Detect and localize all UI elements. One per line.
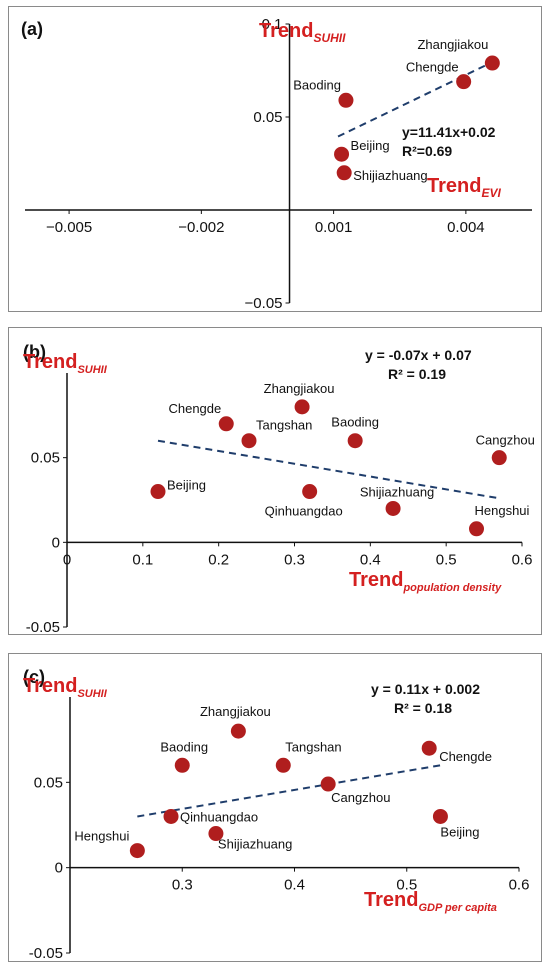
point-label-shijiazhuang: Shijiazhuang [218,837,292,852]
data-point-beijing [334,146,350,162]
data-point-shijiazhuang [208,826,224,842]
x-tick-label: 0.1 [132,551,153,568]
panel-label: (a) [21,19,43,39]
panel-a: −0.005 −0.002 0.001 0.004 −0.05 0.05 0.1 (a) Tre… [8,6,542,312]
point-label-zhangjiakou: Zhangjiakou [417,37,488,52]
panel-b: 0 0.1 0.2 0.3 0.4 0.5 0.6 -0.05 0 0.05 (b) TrendSUH… [8,327,542,636]
data-point-baoding [174,757,190,773]
point-label-hengshui: Hengshui [74,829,129,844]
data-point-beijing [150,484,166,500]
panel-label: (b) [23,342,46,362]
data-point-shijiazhuang [385,500,401,516]
x-tick-label: 0.3 [172,877,193,894]
data-point-tangshan [241,433,257,449]
y-axis-title: TrendSUHII [259,20,346,45]
equation-label: y = -0.07x + 0.07 [365,347,472,363]
data-point-tangshan [275,757,291,773]
x-tick-label: 0.004 [447,219,485,236]
x-tick-label: 0 [63,551,71,568]
x-tick-label: −0.002 [178,219,224,236]
point-label-beijing: Beijing [440,824,479,839]
y-tick-label: -0.05 [26,619,60,636]
data-point-baoding [338,92,354,108]
point-label-chengde: Chengde [439,749,492,764]
x-tick-label: 0.5 [436,551,457,568]
point-label-chengde: Chengde [168,401,221,416]
x-axis-title: TrendEVI [427,175,501,200]
x-tick-label: 0.2 [208,551,229,568]
data-point-baoding [347,433,363,449]
y-tick-label: 0 [55,860,63,877]
chart-b-svg: 0 0.1 0.2 0.3 0.4 0.5 0.6 -0.05 0 0.05 (b)TrendSUH… [23,342,535,636]
chart-a-svg: −0.005 −0.002 0.001 0.004 −0.05 0.05 0.1 (a) Tre… [21,16,532,312]
x-tick-label: 0.4 [360,551,381,568]
r-squared-label: R² = 0.19 [388,366,446,382]
x-axis-title: TrendGDP per capita [364,889,497,914]
x-tick-label: 0.6 [509,877,530,894]
x-tick-label: 0.4 [284,877,305,894]
point-label-shijiazhuang: Shijiazhuang [353,168,427,183]
data-point-chengde [421,740,437,756]
y-tick-label: -0.05 [29,945,63,962]
panel-label: (c) [23,667,45,687]
point-label-zhangjiakou: Zhangjiakou [200,704,271,719]
r-squared-label: R²=0.69 [402,143,452,159]
y-tick-label: 0.05 [34,774,63,791]
point-label-zhangjiakou: Zhangjiakou [264,381,335,396]
data-point-chengde [456,74,472,90]
y-axis-title: TrendSUHII [23,351,108,376]
point-label-beijing: Beijing [351,138,390,153]
y-axis-title: TrendSUHII [23,675,108,700]
point-label-qinhuangdao: Qinhuangdao [180,809,258,824]
point-label-baoding: Baoding [293,77,341,92]
point-label-cangzhou: Cangzhou [331,790,390,805]
equation-label: y=11.41x+0.02 [402,124,496,140]
x-tick-label: −0.005 [46,219,92,236]
trendline [337,61,493,138]
chart-c-svg: 0.3 0.4 0.5 0.6 -0.05 0 0.05 (c)TrendSUHII Trend… [23,667,530,962]
y-tick-label: 0.05 [31,450,60,467]
data-point-cangzhou [491,450,507,466]
point-label-tangshan: Tangshan [256,418,312,433]
r-squared-label: R² = 0.18 [394,700,452,716]
point-label-cangzhou: Cangzhou [476,433,535,448]
point-label-baoding: Baoding [331,415,379,430]
data-point-zhangjiakou [230,723,246,739]
equation-label: y = 0.11x + 0.002 [371,681,480,697]
data-point-chengde [218,416,234,432]
data-point-qinhuangdao [163,808,179,824]
trendline [137,764,441,818]
point-label-qinhuangdao: Qinhuangdao [265,504,343,519]
point-label-beijing: Beijing [167,478,206,493]
data-point-zhangjiakou [294,399,310,415]
trendline [157,439,500,500]
y-tick-label: 0 [52,534,60,551]
x-tick-label: 0.3 [284,551,305,568]
y-tick-label: −0.05 [245,295,283,312]
point-label-chengde: Chengde [406,60,459,75]
y-tick-label: 0.05 [253,109,282,126]
y-tick-label: 0.1 [262,16,283,33]
point-label-hengshui: Hengshui [475,503,530,518]
point-label-tangshan: Tangshan [285,739,341,754]
point-label-shijiazhuang: Shijiazhuang [360,484,434,499]
x-tick-label: 0.6 [512,551,533,568]
data-point-beijing [432,808,448,824]
x-axis-title: Trendpopulation density [349,569,502,594]
x-tick-label: 0.5 [396,877,417,894]
data-point-zhangjiakou [484,55,500,71]
point-label-baoding: Baoding [160,739,208,754]
data-point-hengshui [469,521,484,537]
data-point-cangzhou [320,776,336,792]
panel-c: 0.3 0.4 0.5 0.6 -0.05 0 0.05 (c) TrendSUHII Trend… [8,653,542,962]
x-tick-label: 0.001 [315,219,353,236]
data-point-qinhuangdao [302,484,318,500]
data-point-shijiazhuang [336,165,352,181]
data-point-hengshui [129,843,145,859]
